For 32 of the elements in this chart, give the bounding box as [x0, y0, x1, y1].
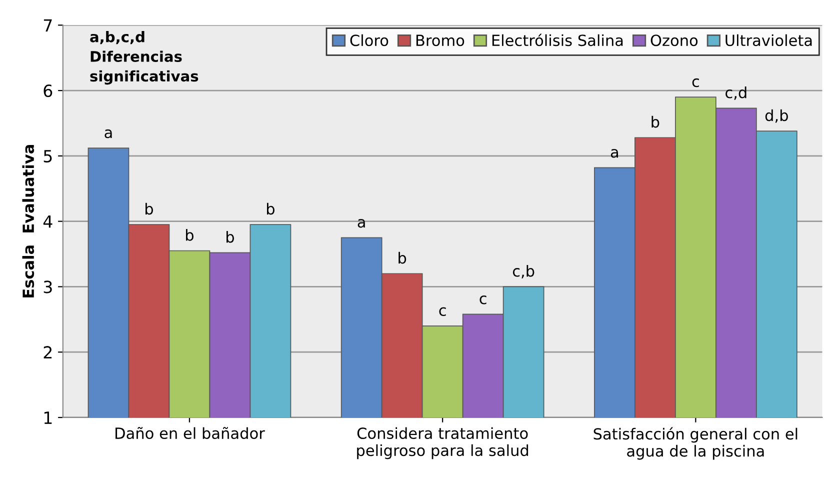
x-tick-label: Daño en el bañador: [116, 426, 265, 440]
data-label: c: [692, 78, 699, 88]
x-tick-label: Satisfacción general con el agua de la piscina: [594, 427, 798, 460]
data-label: b: [146, 202, 153, 215]
data-label: c,b: [512, 264, 534, 278]
data-label: c: [439, 307, 446, 316]
data-label: b: [226, 230, 234, 243]
x-tick-label: Considera tratamiento peligroso para la salud: [357, 427, 528, 460]
legend-label: Cloro: [350, 34, 388, 46]
y-tick-label: 1: [44, 412, 52, 424]
data-label: c: [480, 295, 486, 304]
data-label: b: [652, 116, 660, 128]
legend-label: Electrólisis Salina: [492, 34, 623, 46]
legend-label: Ozono: [650, 34, 698, 46]
annotation: a,b,c,d Diferencias significativas: [90, 31, 198, 85]
data-label: b: [267, 202, 274, 215]
legend-label: Ultravioleta: [726, 34, 812, 46]
data-label: c,d: [726, 86, 746, 100]
y-tick-label: 3: [44, 280, 52, 294]
y-tick-label: 6: [44, 84, 52, 98]
y-tick-label: 4: [43, 216, 52, 228]
data-label: a: [104, 129, 112, 138]
data-label: b: [186, 229, 194, 241]
data-label: b: [398, 252, 406, 264]
data-label: d,b: [765, 109, 788, 123]
y-tick-label: 5: [44, 150, 52, 162]
y-axis-title: Escala Evaluativa: [22, 145, 34, 298]
legend-label: Bromo: [416, 34, 464, 46]
y-tick-label: 7: [44, 19, 52, 32]
y-tick-label: 2: [44, 346, 52, 358]
data-label: a: [358, 218, 365, 228]
data-label: a: [610, 149, 618, 158]
